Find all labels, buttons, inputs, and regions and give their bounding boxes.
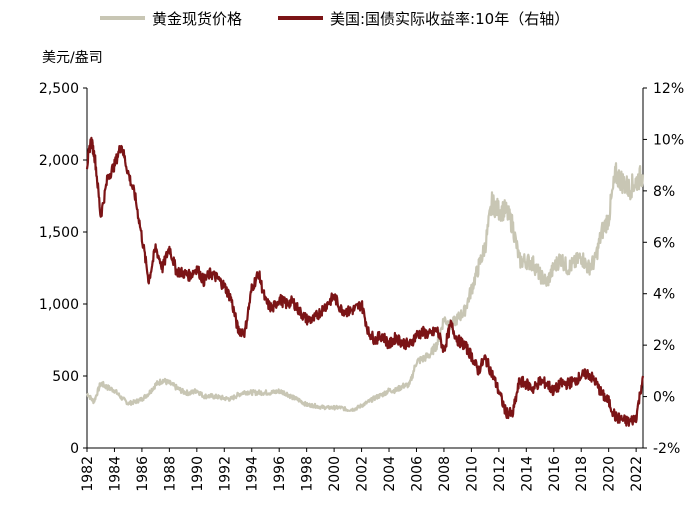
right-tick-label: 0% — [653, 390, 675, 406]
left-tick-label: 1,500 — [39, 225, 79, 241]
x-tick-label: 1990 — [190, 456, 206, 492]
right-tick-label: 8% — [653, 184, 675, 200]
right-y-ticks: -2% 0% 2% 4% 6% 8% 10% 12% — [643, 81, 684, 457]
axes — [86, 88, 644, 449]
x-tick-label: 1998 — [300, 456, 316, 492]
gold-price-line — [86, 162, 645, 412]
right-tick-label: -2% — [653, 441, 680, 457]
legend-label-yield: 美国:国债实际收益率:10年（右轴） — [330, 10, 569, 28]
right-tick-label: 10% — [653, 132, 684, 148]
plot-area — [85, 136, 645, 427]
right-tick-label: 2% — [653, 338, 675, 354]
x-tick-label: 2016 — [547, 456, 563, 492]
x-tick-label: 1982 — [80, 456, 96, 492]
x-tick-label: 2018 — [574, 456, 590, 492]
left-y-ticks: 0 500 1,000 1,500 2,000 2,500 — [39, 81, 87, 457]
left-tick-label: 2,000 — [39, 153, 79, 169]
x-tick-label: 1984 — [107, 456, 123, 492]
x-tick-label: 2006 — [409, 456, 425, 492]
x-tick-label: 1986 — [135, 456, 151, 492]
left-axis-unit-label: 美元/盎司 — [42, 50, 103, 66]
x-tick-label: 1994 — [245, 456, 261, 492]
x-tick-label: 1996 — [272, 456, 288, 492]
x-tick-label: 2020 — [602, 456, 618, 492]
x-tick-label: 2008 — [437, 456, 453, 492]
left-tick-label: 500 — [52, 369, 79, 385]
x-tick-label: 2002 — [355, 456, 371, 492]
left-tick-label: 1,000 — [39, 297, 79, 313]
left-tick-label: 0 — [70, 441, 79, 457]
left-tick-label: 2,500 — [39, 81, 79, 97]
x-ticks: 1982 1984 1986 1988 1990 1992 1994 1996 1998 2000… — [80, 448, 645, 492]
legend: 黄金现货价格 美国:国债实际收益率:10年（右轴） — [100, 10, 569, 28]
right-tick-label: 4% — [653, 287, 675, 303]
x-tick-label: 2000 — [327, 456, 343, 492]
right-tick-label: 6% — [653, 235, 675, 251]
x-tick-label: 2014 — [519, 456, 535, 492]
x-tick-label: 1992 — [217, 456, 233, 492]
real-yield-line — [85, 136, 645, 427]
x-tick-label: 1988 — [162, 456, 178, 492]
x-tick-label: 2012 — [492, 456, 508, 492]
right-tick-label: 12% — [653, 81, 684, 97]
legend-label-gold: 黄金现货价格 — [152, 10, 242, 28]
x-tick-label: 2004 — [382, 456, 398, 492]
x-tick-label: 2022 — [629, 456, 645, 492]
x-tick-label: 2010 — [464, 456, 480, 492]
